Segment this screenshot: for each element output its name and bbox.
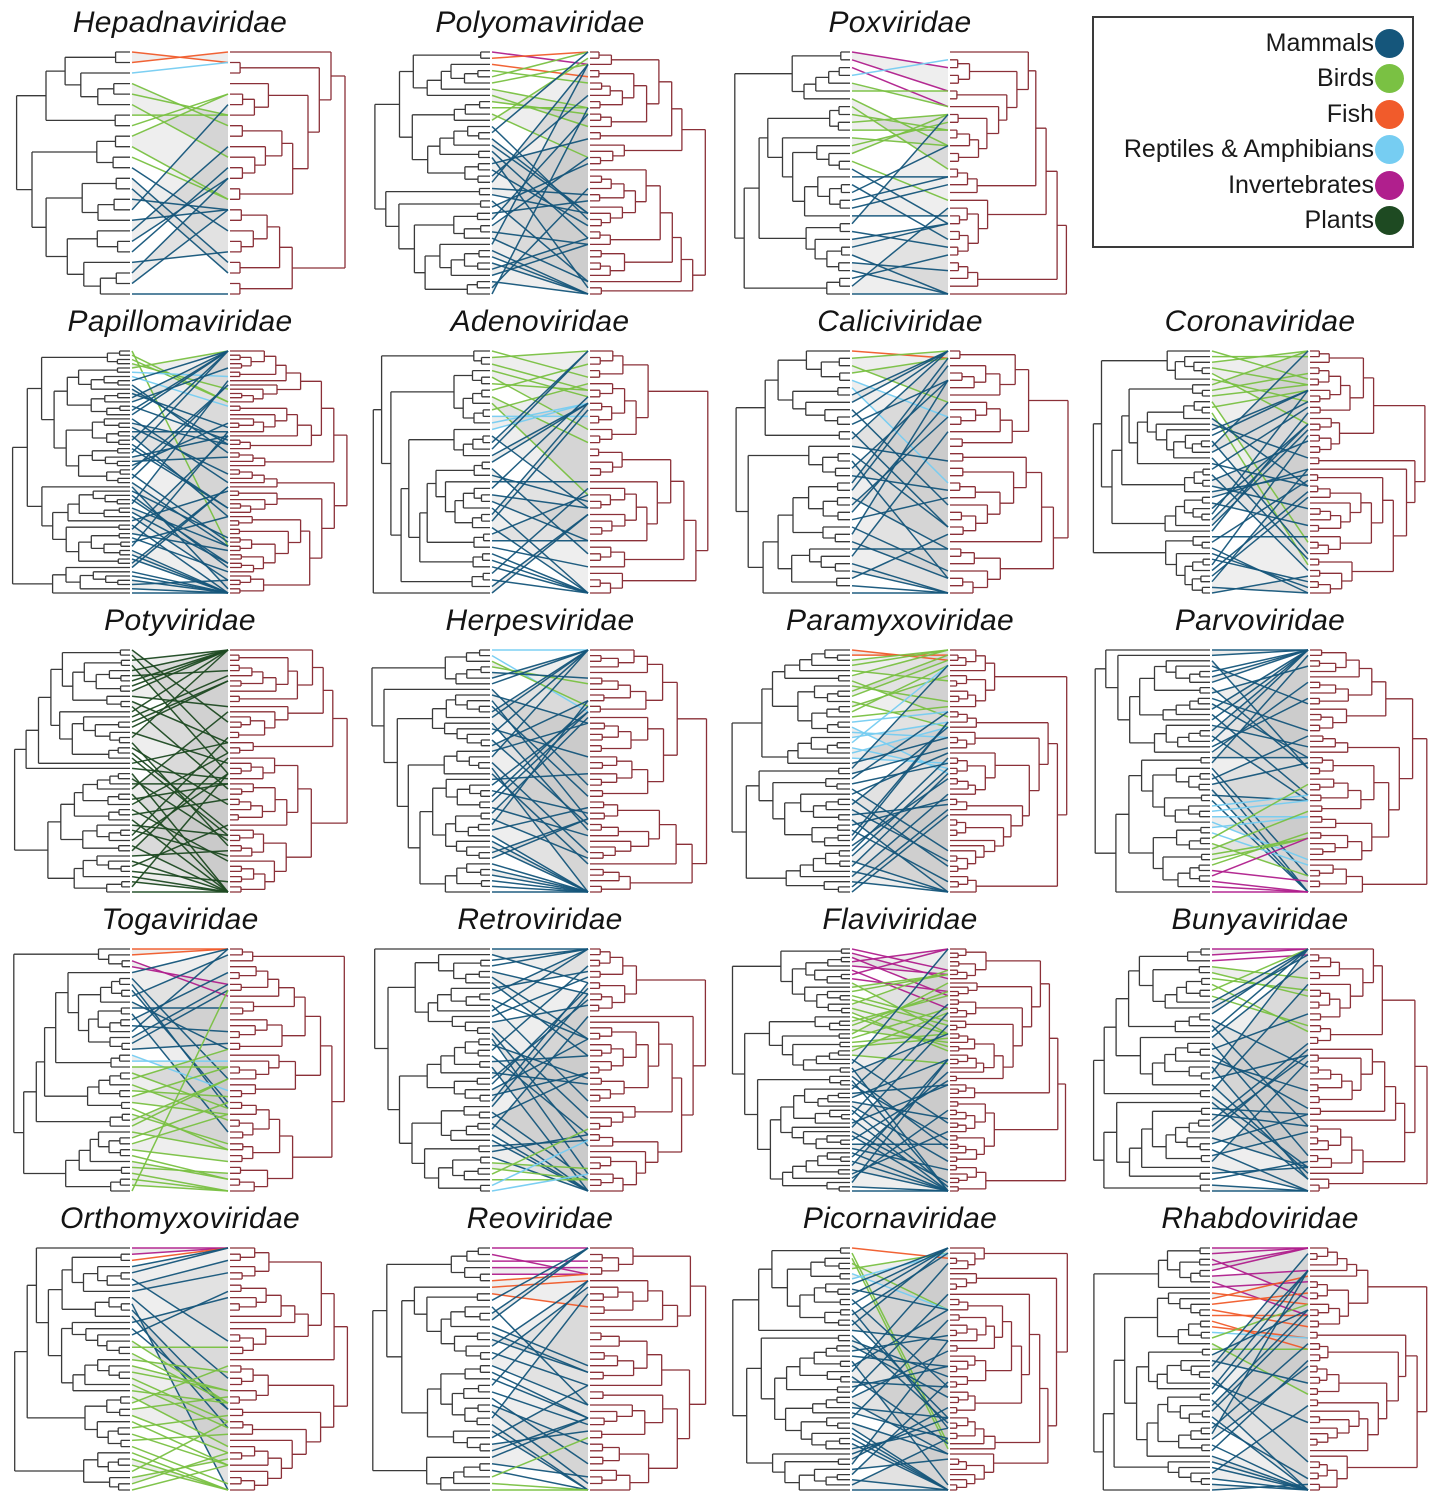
legend-color-dot [1375,64,1404,94]
tanglegram-retroviridae [374,948,707,1192]
panel-coronaviridae: Coronaviridae [1080,299,1440,598]
legend-label: Mammals [1265,28,1374,57]
panel-title-parvoviridae: Parvoviridae [1174,604,1346,637]
tanglegram-picornaviridae [732,1247,1068,1491]
panel-flaviviridae: Flaviviridae [720,897,1080,1196]
panel-title-reoviridae: Reoviridae [466,1202,614,1235]
panel-papillomaviridae: Papillomaviridae [0,299,360,598]
panel-caliciviridae: Caliciviridae [720,299,1080,598]
panel-picornaviridae: Picornaviridae [720,1196,1080,1495]
panel-title-bunyaviridae: Bunyaviridae [1171,903,1349,936]
legend-label: Fish [1326,99,1374,128]
panel-reoviridae: Reoviridae [360,1196,720,1495]
tanglegram-herpesviridae [371,649,708,893]
panel-title-herpesviridae: Herpesviridae [445,604,635,637]
legend-label: Reptiles & Amphibians [1123,135,1374,164]
panel-title-paramyxoviridae: Paramyxoviridae [786,604,1014,637]
panel-title-papillomaviridae: Papillomaviridae [67,305,293,338]
panel-orthomyxoviridae: Orthomyxoviridae [0,1196,360,1495]
legend-label: Plants [1304,206,1374,235]
legend-item-mammals: Mammals [1098,28,1404,58]
panel-title-polyomaviridae: Polyomaviridae [435,6,645,39]
tanglegram-potyviridae [13,649,348,893]
legend-color-dot [1375,28,1404,58]
panel-title-poxviridae: Poxviridae [828,6,972,39]
panel-adenoviridae: Adenoviridae [360,299,720,598]
panel-retroviridae: Retroviridae [360,897,720,1196]
legend-label: Birds [1317,64,1374,93]
tanglegram-reoviridae [372,1247,707,1491]
panel-title-togaviridae: Togaviridae [101,903,259,936]
legend-color-dot [1375,206,1404,236]
legend-color-dot [1375,135,1404,165]
legend-item-invertebrates: Invertebrates [1098,170,1404,200]
panel-potyviridae: Potyviridae [0,598,360,897]
tanglegram-poxviridae [734,51,1068,295]
tanglegram-bunyaviridae [1092,948,1428,1192]
tanglegram-togaviridae [13,948,345,1192]
tanglegram-coronaviridae [1092,350,1426,594]
panel-title-picornaviridae: Picornaviridae [802,1202,998,1235]
legend-item-birds: Birds [1098,64,1404,94]
legend-color-dot [1375,170,1404,200]
panel-title-flaviviridae: Flaviviridae [822,903,978,936]
tanglegram-polyomaviridae [374,51,706,295]
tanglegram-rhabdoviridae [1093,1247,1428,1491]
legend-cell: Mammals Birds Fish Reptiles & Amphibians Inv… [1080,0,1440,299]
panel-herpesviridae: Herpesviridae [360,598,720,897]
panel-polyomaviridae: Polyomaviridae [360,0,720,299]
panel-title-adenoviridae: Adenoviridae [450,305,630,338]
legend-item-plants: Plants [1098,206,1404,236]
legend-item-reptiles-amphibians: Reptiles & Amphibians [1098,135,1404,165]
tanglegram-hepadnaviridae [15,51,346,295]
legend-label: Invertebrates [1228,170,1374,199]
legend-box: Mammals Birds Fish Reptiles & Amphibians Inv… [1092,16,1414,248]
panel-poxviridae: Poxviridae [720,0,1080,299]
panel-togaviridae: Togaviridae [0,897,360,1196]
panel-title-orthomyxoviridae: Orthomyxoviridae [60,1202,300,1235]
panel-title-coronaviridae: Coronaviridae [1164,305,1356,338]
panel-title-hepadnaviridae: Hepadnaviridae [72,6,288,39]
panel-title-potyviridae: Potyviridae [104,604,256,637]
tanglegram-flaviviridae [731,948,1067,1192]
legend-item-fish: Fish [1098,99,1404,129]
panel-title-caliciviridae: Caliciviridae [817,305,983,338]
tanglegram-parvoviridae [1094,649,1428,893]
panel-bunyaviridae: Bunyaviridae [1080,897,1440,1196]
tanglegram-paramyxoviridae [731,649,1068,893]
panel-parvoviridae: Parvoviridae [1080,598,1440,897]
panel-title-retroviridae: Retroviridae [457,903,623,936]
legend-color-dot [1375,99,1404,129]
panel-rhabdoviridae: Rhabdoviridae [1080,1196,1440,1495]
tanglegram-orthomyxoviridae [14,1247,349,1491]
tanglegram-papillomaviridae [11,350,348,594]
tanglegram-caliciviridae [735,350,1069,594]
panel-title-rhabdoviridae: Rhabdoviridae [1161,1202,1359,1235]
panel-paramyxoviridae: Paramyxoviridae [720,598,1080,897]
tanglegram-adenoviridae [372,350,709,594]
panel-hepadnaviridae: Hepadnaviridae [0,0,360,299]
